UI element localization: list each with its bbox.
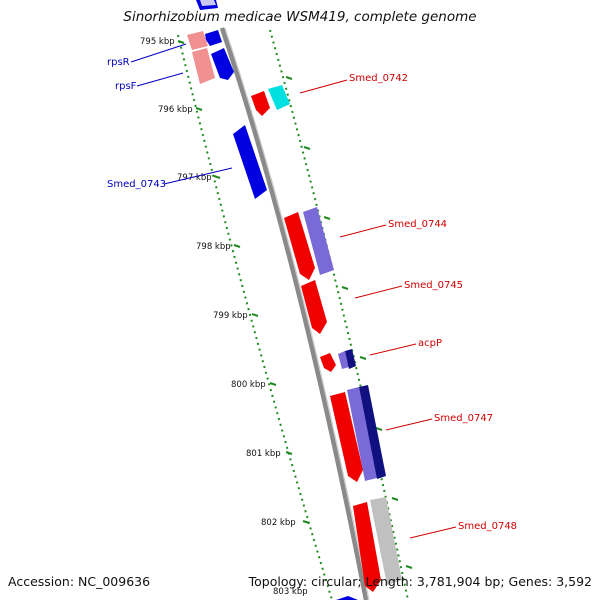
tick-label-801: 801 kbp bbox=[246, 449, 281, 459]
feature-Smed-0742-cyan bbox=[268, 85, 290, 110]
feature-rpsR bbox=[205, 30, 222, 46]
gene-label-rpsR: rpsR bbox=[107, 57, 130, 68]
gene-label-acpP: acpP bbox=[418, 338, 442, 349]
tick-label-798: 798 kbp bbox=[196, 242, 231, 252]
feature-Smed-0743 bbox=[233, 125, 267, 199]
feature-Smed-0747-navy bbox=[359, 385, 386, 479]
right-track bbox=[269, 29, 409, 600]
feature-Smed-0748 bbox=[353, 502, 381, 592]
tick-marks bbox=[177, 40, 413, 569]
feature-partial-bottom bbox=[336, 596, 358, 600]
tick-label-803: 803 kbp bbox=[273, 587, 308, 597]
tick-label-796: 796 kbp bbox=[158, 105, 193, 115]
right-connectors bbox=[299, 79, 457, 539]
map-title: Sinorhizobium medicae WSM419, complete g… bbox=[123, 9, 477, 25]
feature-acpP bbox=[320, 353, 336, 372]
gene-label-Smed-0745: Smed_0745 bbox=[404, 280, 463, 291]
tick-label-799: 799 kbp bbox=[213, 311, 248, 321]
topology-text: Topology: circular; Length: 3,781,904 bp… bbox=[248, 574, 592, 589]
feature-rpsR-light bbox=[187, 31, 208, 50]
feature-acpP-purple bbox=[338, 351, 349, 369]
gene-label-rpsF: rpsF bbox=[115, 81, 137, 92]
feature-Smed-0742 bbox=[251, 91, 270, 116]
gene-label-Smed-0744: Smed_0744 bbox=[388, 219, 447, 230]
accession-text: Accession: NC_009636 bbox=[8, 574, 151, 589]
tick-label-795: 795 kbp bbox=[140, 37, 175, 47]
tick-label-800: 800 kbp bbox=[231, 380, 266, 390]
tick-label-797: 797 kbp bbox=[177, 173, 212, 183]
feature-rpsF-light bbox=[192, 48, 215, 84]
feature-Smed-0747-purple bbox=[347, 387, 377, 481]
feature-Smed-0744-purple bbox=[303, 207, 334, 275]
feature-acpP-navy bbox=[345, 349, 356, 369]
feature-Smed-0748-gray bbox=[370, 497, 402, 585]
tick-label-802: 802 kbp bbox=[261, 518, 296, 528]
left-connectors bbox=[130, 43, 233, 185]
gene-label-Smed-0748: Smed_0748 bbox=[458, 521, 517, 532]
left-track bbox=[177, 34, 333, 600]
feature-rpsF bbox=[211, 48, 234, 80]
gene-label-Smed-0743: Smed_0743 bbox=[107, 179, 166, 190]
feature-partial-top-2 bbox=[200, 0, 216, 6]
genome-backbone bbox=[219, 27, 369, 600]
feature-Smed-0747 bbox=[330, 392, 363, 482]
feature-Smed-0745 bbox=[301, 280, 327, 334]
gene-label-Smed-0747: Smed_0747 bbox=[434, 413, 493, 424]
gene-label-Smed-0742: Smed_0742 bbox=[349, 73, 408, 84]
feature-Smed-0744 bbox=[284, 212, 315, 280]
